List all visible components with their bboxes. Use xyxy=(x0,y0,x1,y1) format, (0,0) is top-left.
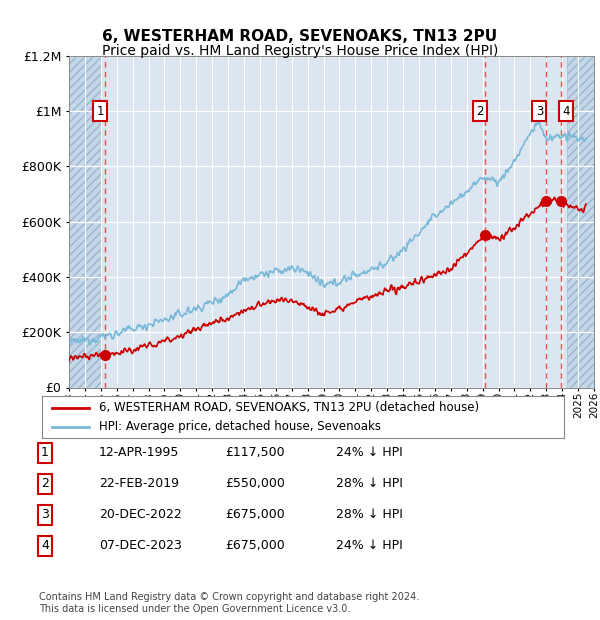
Text: 28% ↓ HPI: 28% ↓ HPI xyxy=(336,477,403,490)
Text: £675,000: £675,000 xyxy=(225,539,285,552)
Text: £550,000: £550,000 xyxy=(225,477,285,490)
Text: 1: 1 xyxy=(41,446,49,459)
Text: Price paid vs. HM Land Registry's House Price Index (HPI): Price paid vs. HM Land Registry's House … xyxy=(102,44,498,58)
Text: £675,000: £675,000 xyxy=(225,508,285,521)
Bar xyxy=(567,56,594,388)
Text: 6, WESTERHAM ROAD, SEVENOAKS, TN13 2PU (detached house): 6, WESTERHAM ROAD, SEVENOAKS, TN13 2PU (… xyxy=(100,401,479,414)
Bar xyxy=(69,56,101,388)
Text: 28% ↓ HPI: 28% ↓ HPI xyxy=(336,508,403,521)
Text: HPI: Average price, detached house, Sevenoaks: HPI: Average price, detached house, Seve… xyxy=(100,420,382,433)
Text: 1: 1 xyxy=(97,105,104,118)
Text: 3: 3 xyxy=(41,508,49,521)
Text: £117,500: £117,500 xyxy=(225,446,284,459)
Text: 4: 4 xyxy=(41,539,49,552)
Text: 2: 2 xyxy=(41,477,49,490)
Text: 2: 2 xyxy=(476,105,484,118)
Text: 6, WESTERHAM ROAD, SEVENOAKS, TN13 2PU: 6, WESTERHAM ROAD, SEVENOAKS, TN13 2PU xyxy=(103,29,497,44)
Text: 4: 4 xyxy=(562,105,569,118)
Text: 07-DEC-2023: 07-DEC-2023 xyxy=(99,539,182,552)
Text: 12-APR-1995: 12-APR-1995 xyxy=(99,446,179,459)
Text: Contains HM Land Registry data © Crown copyright and database right 2024.
This d: Contains HM Land Registry data © Crown c… xyxy=(39,592,419,614)
Text: 20-DEC-2022: 20-DEC-2022 xyxy=(99,508,182,521)
Text: 3: 3 xyxy=(536,105,543,118)
Text: 22-FEB-2019: 22-FEB-2019 xyxy=(99,477,179,490)
Text: 24% ↓ HPI: 24% ↓ HPI xyxy=(336,539,403,552)
Text: 24% ↓ HPI: 24% ↓ HPI xyxy=(336,446,403,459)
